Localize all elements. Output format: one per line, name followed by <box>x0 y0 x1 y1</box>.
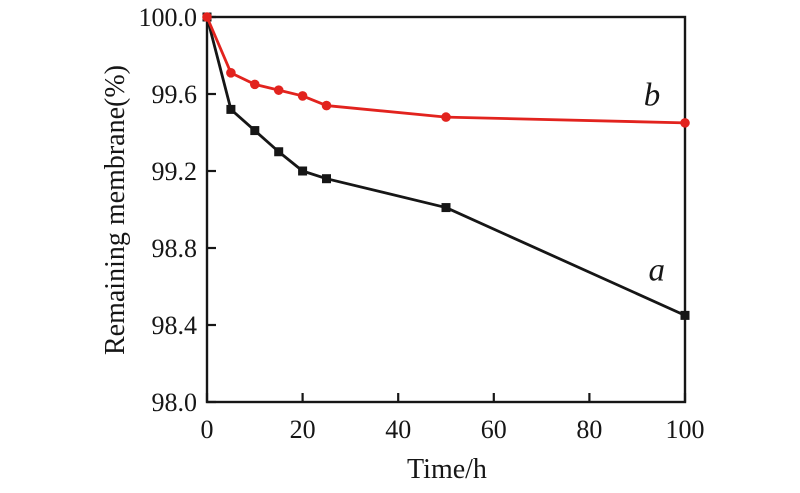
series-label-a: a <box>649 253 666 289</box>
series-b-line <box>205 16 686 125</box>
plot-border <box>205 15 687 404</box>
series-a-marker <box>680 310 690 320</box>
series-b-marker <box>226 68 236 78</box>
x-axis-title: Time/h <box>407 454 487 485</box>
x-tick-label: 100 <box>666 415 705 444</box>
x-tick-label: 20 <box>290 415 316 444</box>
x-tick-label: 0 <box>201 415 214 444</box>
series-b-marker <box>297 91 308 101</box>
x-tick-label: 80 <box>576 415 602 444</box>
y-tick-label: 98.0 <box>152 388 198 417</box>
series-a-marker <box>298 166 308 176</box>
series-a-marker <box>250 126 260 136</box>
x-tick-label: 60 <box>481 415 507 444</box>
series-a-marker <box>441 203 451 213</box>
y-tick-label: 99.6 <box>152 80 198 109</box>
series-b-marker <box>680 118 690 128</box>
series-a-marker <box>274 147 284 157</box>
x-tick-label: 40 <box>385 415 411 444</box>
y-tick-label: 100.0 <box>139 3 198 32</box>
y-tick-label: 99.2 <box>152 157 198 186</box>
series-label-b: b <box>644 78 661 114</box>
y-axis-title: Remaining membrane(%) <box>100 65 131 355</box>
y-tick-label: 98.8 <box>152 234 198 263</box>
series-b-marker <box>273 85 284 95</box>
series-b-marker <box>250 79 260 90</box>
series-a-line <box>205 16 686 317</box>
series-b-marker <box>441 112 451 122</box>
series-a-marker <box>226 104 236 114</box>
series-b-marker <box>202 12 212 22</box>
series-b-marker <box>321 100 332 111</box>
y-tick-label: 98.4 <box>152 311 198 340</box>
series-a-marker <box>322 174 331 184</box>
